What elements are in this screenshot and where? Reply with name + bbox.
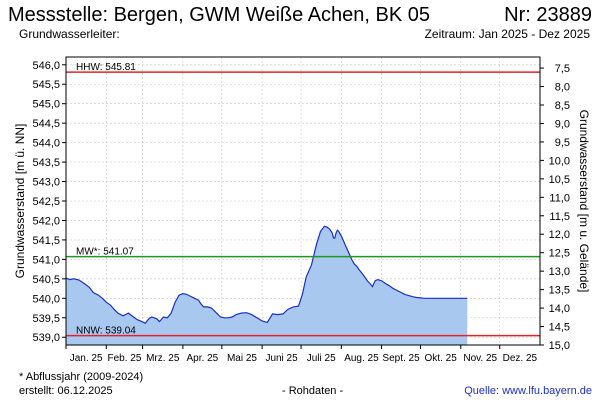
x-tick-label: Mai 25 [227,353,257,364]
series-line [65,225,468,324]
aquifer-label: Grundwasserleiter: [19,27,120,41]
y-right-tick-label: 10,0 [549,155,570,167]
y-right-tick-label: 9,0 [555,118,570,130]
y-right-tick-label: 13,5 [549,285,570,297]
source-link[interactable]: Quelle: www.lfu.bayern.de [464,385,592,397]
x-tick-label: Juli 25 [307,353,336,364]
x-tick-label: Okt. 25 [425,353,458,364]
y-right-tick-label: 11,0 [549,192,570,204]
footnote: * Abflussjahr (2009-2024) [19,371,144,383]
y-tick-label: 539,0 [32,332,60,344]
x-tick-label: Apr. 25 [187,353,219,364]
y-right-tick-label: 13,0 [549,266,570,278]
y-right-axis-label: Grundwasserstand [m u. Gelände] [577,110,591,293]
y-right-tick-label: 7,5 [555,63,570,75]
y-right-tick-label: 8,0 [555,82,570,94]
x-tick-label: Feb. 25 [107,353,141,364]
y-tick-label: 540,0 [32,293,60,305]
y-right-tick-label: 11,5 [549,211,570,223]
y-tick-label: 542,0 [32,215,60,227]
x-tick-label: Dez. 25 [503,353,538,364]
x-tick-label: Sept. 25 [382,353,420,364]
y-tick-label: 544,0 [32,138,60,150]
y-right-tick-label: 8,5 [555,100,570,112]
reference-label: MW*: 541.07 [76,247,134,258]
y-axis-label: Grundwasserstand [m ü. NN] [13,124,27,279]
y-tick-label: 545,0 [32,99,60,111]
y-tick-label: 545,5 [32,79,60,91]
y-tick-label: 542,5 [32,196,60,208]
y-tick-label: 539,5 [32,313,60,325]
y-right-tick-label: 12,0 [549,229,570,241]
x-tick-label: Juni 25 [265,353,298,364]
y-right-tick-label: 15,0 [549,340,570,352]
y-tick-label: 543,5 [32,157,60,169]
plot-frame [65,56,541,346]
created-date: erstellt: 06.12.2025 [19,385,113,397]
y-tick-label: 543,0 [32,177,60,189]
y-tick-label: 541,5 [32,235,60,247]
y-tick-label: 544,5 [32,118,60,130]
area-fill [66,226,468,345]
x-tick-label: Aug. 25 [344,353,379,364]
y-tick-label: 540,5 [32,274,60,286]
raw-data-label: - Rohdaten - [282,385,344,397]
y-right-tick-label: 14,5 [549,322,570,334]
x-tick-label: Jan. 25 [70,353,103,364]
station-number: Nr: 23889 [504,4,592,26]
y-right-tick-label: 9,5 [555,137,570,149]
x-tick-label: Mrz. 25 [146,353,180,364]
y-right-tick-label: 14,0 [549,303,570,315]
y-tick-label: 546,0 [32,60,60,72]
reference-label: HHW: 545.81 [76,62,136,73]
y-right-tick-label: 12,5 [549,248,570,260]
x-tick-label: Nov. 25 [463,353,497,364]
period-label: Zeitraum: Jan 2025 - Dez 2025 [424,27,590,41]
page-title: Messstelle: Bergen, GWM Weiße Achen, BK … [8,4,431,26]
y-tick-label: 541,0 [32,254,60,266]
y-right-tick-label: 10,5 [549,174,570,186]
reference-label: NNW: 539.04 [76,326,136,337]
